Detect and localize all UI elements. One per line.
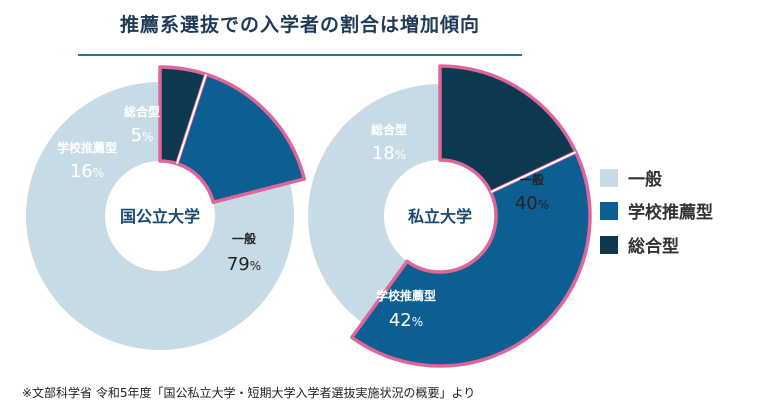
slice-label-school-recommendation: 学校推薦型 [376,288,436,303]
legend-swatch-general [600,168,618,187]
donut-0: 国公立大学 総合型 5% 学校推薦型 16% 一般 79% [25,65,307,350]
slice-label-school-recommendation: 学校推薦型 [57,140,117,155]
slice-comprehensive [438,64,578,194]
slice-value-school-recommendation: 42% [389,310,423,331]
slice-label-general: 一般 [232,231,256,246]
donut-1: 私立大学 総合型 18% 学校推薦型 42% 一般 40% [308,64,592,368]
legend-item-comprehensive: 総合型 [600,232,679,257]
slice-school-recommendation [350,150,592,368]
legend-item-general: 一般 [600,165,662,190]
slice-value-comprehensive: 18% [372,143,406,164]
legend-swatch-school-recommendation [600,201,618,220]
slice-value-comprehensive: 5% [131,125,154,146]
slice-separator [490,151,577,194]
legend-swatch-comprehensive [600,235,618,254]
slice-general [308,84,440,323]
donut-center-label: 国公立大学 [120,207,200,226]
slice-value-general: 40% [515,193,549,214]
slice-label-comprehensive: 総合型 [124,104,160,119]
chart-title: 推薦系選抜での入学者の割合は増加傾向 [119,14,480,36]
slice-general [25,82,294,350]
slice-separator [176,73,207,165]
legend-label-school-recommendation: 学校推薦型 [628,203,713,223]
slice-value-general: 79% [227,254,261,275]
legend-label-comprehensive: 総合型 [628,237,679,257]
slice-label-comprehensive: 総合型 [371,122,407,137]
donut-center-label: 私立大学 [408,207,472,226]
legend-item-school-recommendation: 学校推薦型 [600,198,713,223]
legend-label-general: 一般 [628,170,662,190]
source-note: ※文部科学省 令和5年度「国公私立大学・短期大学入学者選抜実施状況の概要」より [22,386,476,400]
title-underline [78,54,522,56]
slice-value-school-recommendation: 16% [70,161,104,182]
slice-label-general: 一般 [520,172,544,187]
slice-school-recommendation [175,72,307,205]
